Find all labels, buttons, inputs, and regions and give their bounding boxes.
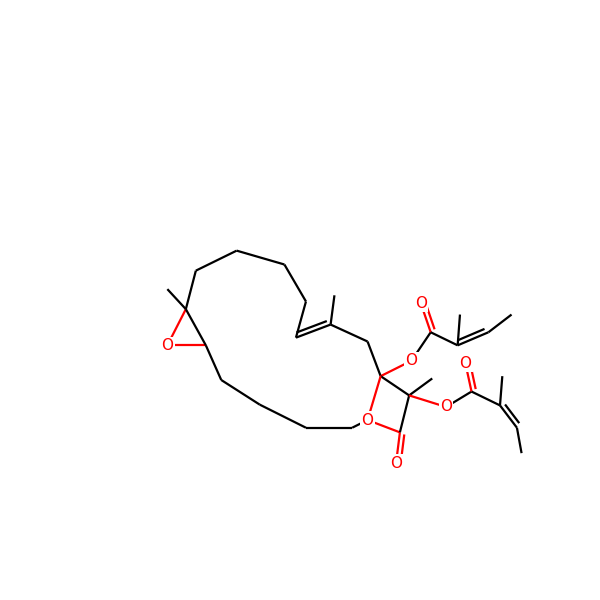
Text: O: O xyxy=(406,353,418,368)
Text: O: O xyxy=(460,356,472,371)
Text: O: O xyxy=(362,413,374,428)
Text: O: O xyxy=(390,455,402,470)
Text: O: O xyxy=(440,400,452,415)
Text: O: O xyxy=(161,338,173,353)
Text: O: O xyxy=(415,295,427,311)
